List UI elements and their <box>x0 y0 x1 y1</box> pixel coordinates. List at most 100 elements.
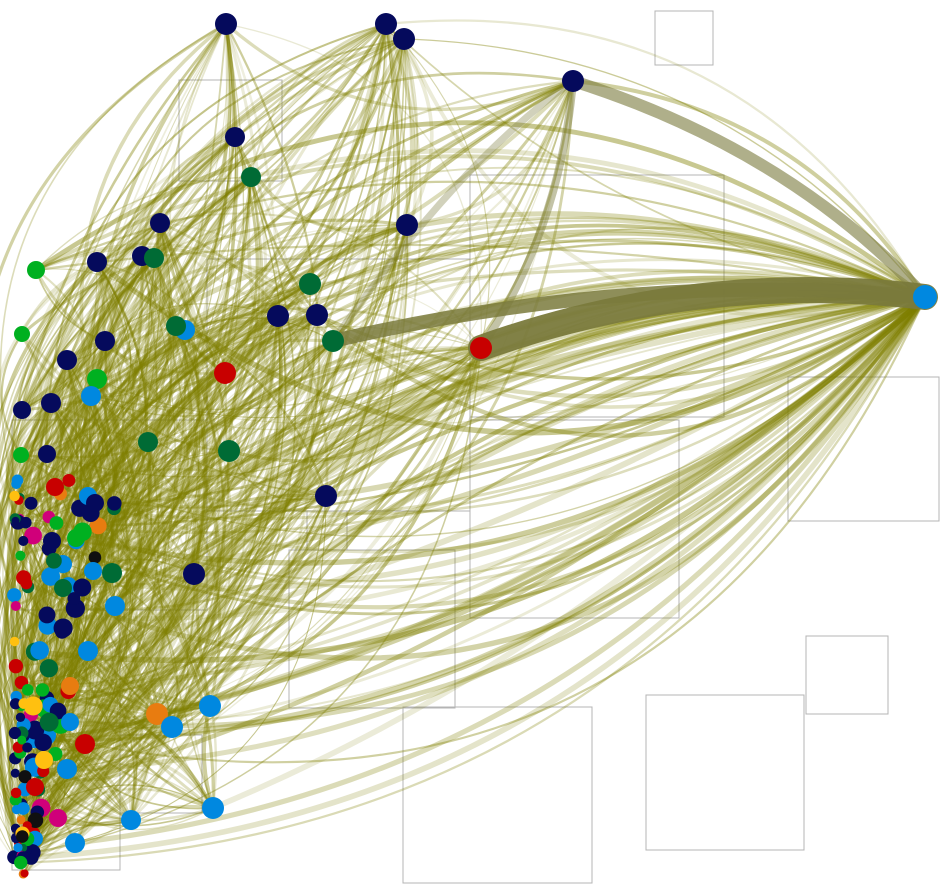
edge <box>233 135 409 233</box>
graph-node <box>75 734 95 754</box>
edge <box>17 22 388 502</box>
edge <box>49 401 100 573</box>
graph-node <box>146 703 168 725</box>
group-boxes <box>11 10 940 884</box>
graph-node <box>183 563 205 585</box>
edge <box>14 295 927 534</box>
edge <box>59 22 388 496</box>
edge <box>22 371 227 727</box>
edge <box>68 315 279 482</box>
edge <box>68 261 132 481</box>
edge <box>86 440 152 653</box>
edge <box>46 347 482 478</box>
edge <box>155 346 483 716</box>
edge <box>82 294 928 747</box>
edge <box>57 450 230 712</box>
graph-node <box>20 577 33 590</box>
edge <box>46 531 91 699</box>
edge <box>156 221 227 375</box>
edge <box>385 23 491 349</box>
edge <box>29 283 311 716</box>
edge <box>84 314 318 745</box>
edge <box>308 79 575 286</box>
edge <box>32 324 209 741</box>
group-box <box>654 10 714 66</box>
edge <box>384 19 927 299</box>
edge <box>34 347 482 840</box>
edge <box>89 394 111 559</box>
edge <box>74 325 234 844</box>
edge <box>17 479 120 849</box>
graph-node <box>562 70 584 92</box>
edge <box>75 223 409 542</box>
edge <box>0 261 132 821</box>
edge <box>158 176 252 575</box>
edge <box>19 295 927 709</box>
graph-node <box>107 496 122 511</box>
graph-node <box>9 490 20 502</box>
edge <box>13 135 237 735</box>
edge <box>37 340 106 542</box>
edge <box>25 402 52 524</box>
edge <box>95 377 158 822</box>
edge <box>19 217 926 557</box>
edge <box>79 314 318 509</box>
edge <box>170 295 927 729</box>
graph-node <box>81 386 101 406</box>
edge <box>145 222 214 809</box>
edge <box>90 329 186 398</box>
edge <box>36 394 98 792</box>
edge <box>183 302 319 332</box>
edge <box>23 787 215 822</box>
edge <box>14 358 73 486</box>
edge <box>42 347 482 772</box>
edge <box>57 705 211 718</box>
graph-node <box>57 350 77 370</box>
graph-node <box>14 855 28 870</box>
graph-node <box>10 787 22 799</box>
graph-node <box>38 445 56 463</box>
edge <box>21 80 574 838</box>
edge <box>39 221 211 810</box>
edge <box>228 450 327 501</box>
edge <box>44 294 928 621</box>
edge <box>31 295 927 836</box>
graph-node <box>10 600 21 611</box>
edge <box>42 79 575 762</box>
edge <box>41 295 927 692</box>
graph-node <box>57 759 77 779</box>
graph-node <box>46 552 62 569</box>
edge <box>69 296 926 724</box>
edge <box>72 295 927 601</box>
edge <box>17 294 928 610</box>
edge <box>81 394 93 498</box>
edge <box>89 254 144 515</box>
edge <box>5 401 53 524</box>
graph-node <box>65 833 85 853</box>
edge <box>15 23 245 801</box>
edge <box>0 324 178 859</box>
graph-node <box>15 550 26 561</box>
edge <box>39 402 94 572</box>
edge <box>24 502 133 778</box>
edge <box>49 449 231 706</box>
edge <box>60 359 77 539</box>
edge <box>32 293 928 842</box>
edge <box>140 135 237 258</box>
edge <box>13 282 312 699</box>
edge <box>67 79 575 693</box>
edge <box>19 261 98 557</box>
edge <box>15 222 175 667</box>
edge <box>19 339 335 459</box>
edge <box>20 255 208 821</box>
edge <box>0 575 52 811</box>
edge <box>47 625 173 728</box>
edge <box>19 314 280 865</box>
graph-node <box>61 713 79 731</box>
edge <box>174 175 253 328</box>
graph-node <box>15 712 26 722</box>
edge <box>13 573 195 858</box>
graph-node <box>24 526 42 545</box>
edge <box>19 495 327 719</box>
edge <box>46 221 162 628</box>
